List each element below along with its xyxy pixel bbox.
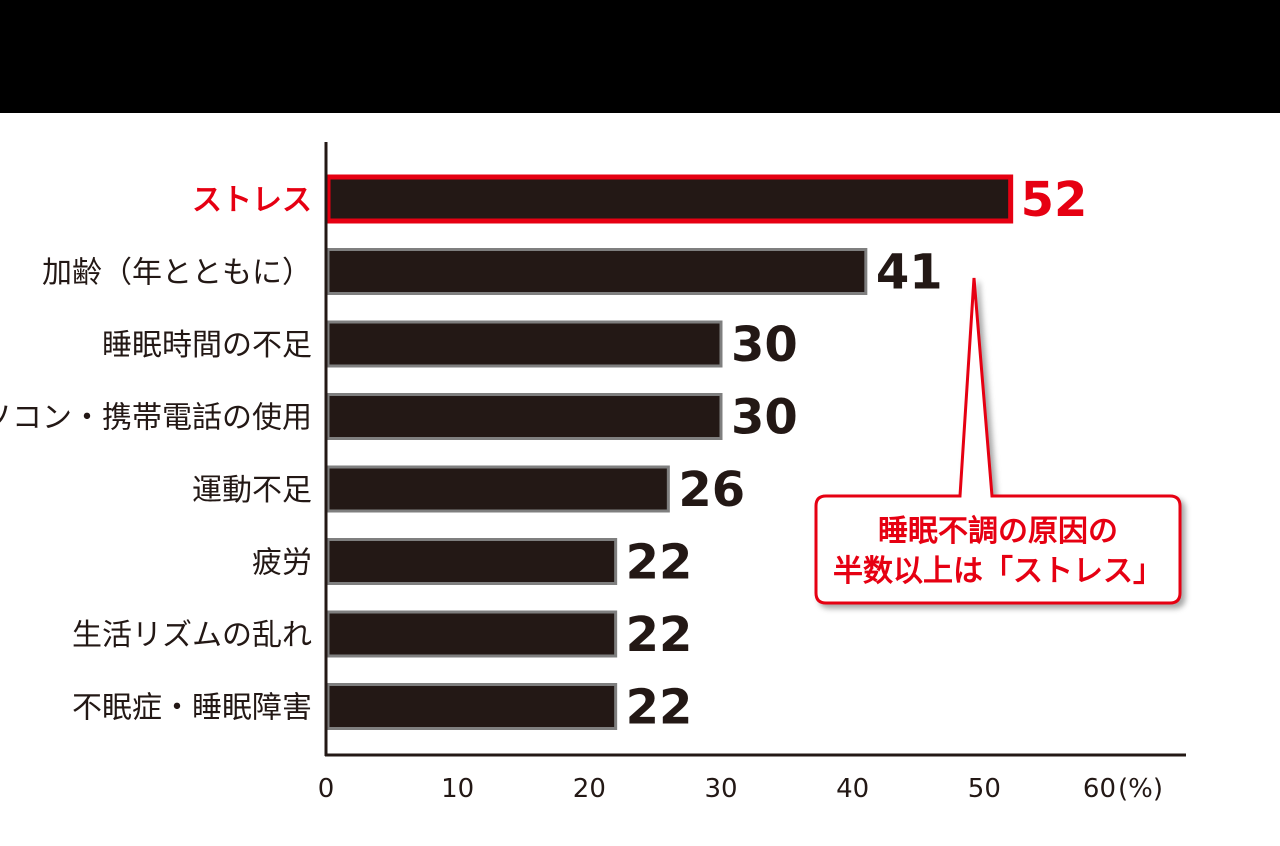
bar-5 [326,538,618,585]
value-label-7: 22 [626,680,693,736]
bar-3 [326,393,723,440]
value-label-3: 30 [731,390,798,446]
x-axis-unit: (%) [1118,774,1163,804]
bars-layer [325,174,1014,730]
callout-box [814,277,1182,605]
value-label-0: 52 [1021,172,1088,228]
axes: 0 10 20 30 40 50 60 (%) [318,142,1186,804]
value-label-6: 22 [626,607,693,663]
callout-line-2: 半数以上は「ストレス」 [833,554,1163,589]
category-label-7: 不眠症・睡眠障害 [72,691,312,726]
bar-0 [325,174,1014,224]
bar-4 [326,465,670,513]
x-tick-label-2: 20 [573,774,606,804]
value-label-4: 26 [678,462,745,518]
x-tick-label-5: 50 [968,774,1001,804]
value-label-5: 22 [626,535,693,591]
category-label-1: 加齢（年とともに） [42,256,312,291]
x-tick-label-4: 40 [836,774,869,804]
value-label-2: 30 [731,317,798,373]
x-tick-label-0: 0 [318,774,335,804]
bar-7 [326,683,618,730]
bar-2 [326,320,723,368]
bar-6 [326,610,618,658]
category-label-0: ストレス [192,183,312,218]
top-black-band [0,0,1280,113]
callout-line-1: 睡眠不調の原因の [878,514,1118,549]
category-label-5: 疲労 [252,546,312,581]
bar-1 [326,248,868,295]
value-labels: 52 41 30 30 26 22 22 22 [626,172,1088,736]
category-label-2: 睡眠時間の不足 [102,328,312,363]
category-label-4: 運動不足 [192,473,312,508]
annotation-callout: 睡眠不調の原因の 半数以上は「ストレス」 [814,277,1182,605]
category-label-3: パソコン・携帯電話の使用 [0,401,312,436]
category-label-6: 生活リズムの乱れ [72,618,312,653]
x-tick-label-1: 10 [441,774,474,804]
x-tick-label-6: 60 [1083,774,1116,804]
value-label-1: 41 [876,245,943,301]
x-tick-label-3: 30 [704,774,737,804]
